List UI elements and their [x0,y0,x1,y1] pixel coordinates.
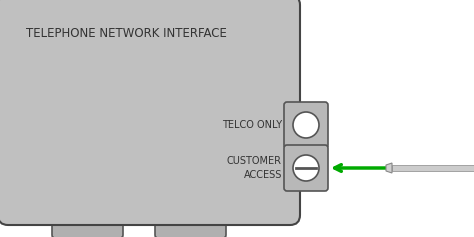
FancyBboxPatch shape [52,207,123,237]
FancyBboxPatch shape [0,0,300,225]
Circle shape [293,155,319,181]
FancyBboxPatch shape [284,102,328,148]
FancyBboxPatch shape [284,145,328,191]
Text: CUSTOMER
ACCESS: CUSTOMER ACCESS [227,156,282,180]
FancyArrowPatch shape [335,165,387,171]
Text: TELCO ONLY: TELCO ONLY [222,120,282,130]
FancyBboxPatch shape [155,207,226,237]
Polygon shape [386,163,392,173]
Circle shape [293,112,319,138]
Text: TELEPHONE NETWORK INTERFACE: TELEPHONE NETWORK INTERFACE [26,27,227,40]
FancyBboxPatch shape [392,165,474,171]
